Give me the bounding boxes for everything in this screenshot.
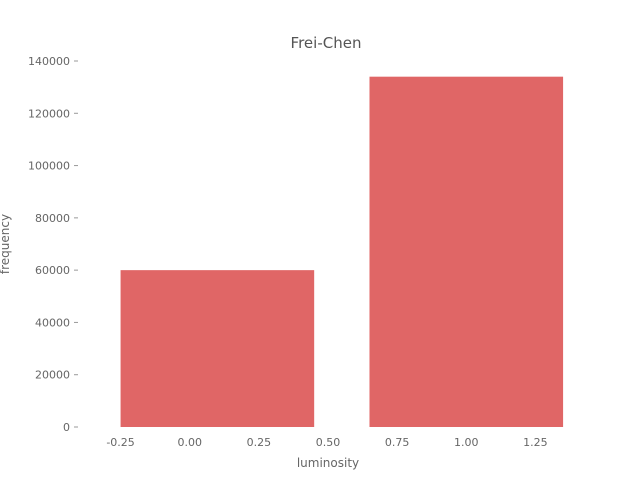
x-axis-label: luminosity <box>297 456 359 470</box>
y-tick-label: 100000 <box>28 160 70 173</box>
x-tick-label: 1.25 <box>523 436 548 449</box>
y-tick-label: 120000 <box>28 107 70 120</box>
y-tick-label: 60000 <box>35 264 70 277</box>
bar-2 <box>369 76 564 427</box>
bar-1 <box>120 270 315 427</box>
y-tick-label: 140000 <box>28 55 70 68</box>
y-axis-label: frequency <box>0 214 12 274</box>
x-tick-label: 0.25 <box>247 436 272 449</box>
x-tick-label: 0.00 <box>177 436 202 449</box>
y-tick-label: 40000 <box>35 316 70 329</box>
y-axis: 0 20000 40000 60000 80000 100000 120000 140000 <box>28 55 78 434</box>
chart-title: Frei-Chen <box>291 34 362 52</box>
x-tick-label: -0.25 <box>106 436 134 449</box>
y-tick-label: 0 <box>63 421 70 434</box>
bars-group <box>120 76 564 427</box>
x-tick-label: 1.00 <box>454 436 479 449</box>
x-tick-label: 0.75 <box>385 436 410 449</box>
y-tick-label: 20000 <box>35 369 70 382</box>
x-axis: -0.25 0.00 0.25 0.50 0.75 1.00 1.25 <box>106 436 547 449</box>
y-tick-label: 80000 <box>35 212 70 225</box>
x-tick-label: 0.50 <box>316 436 341 449</box>
